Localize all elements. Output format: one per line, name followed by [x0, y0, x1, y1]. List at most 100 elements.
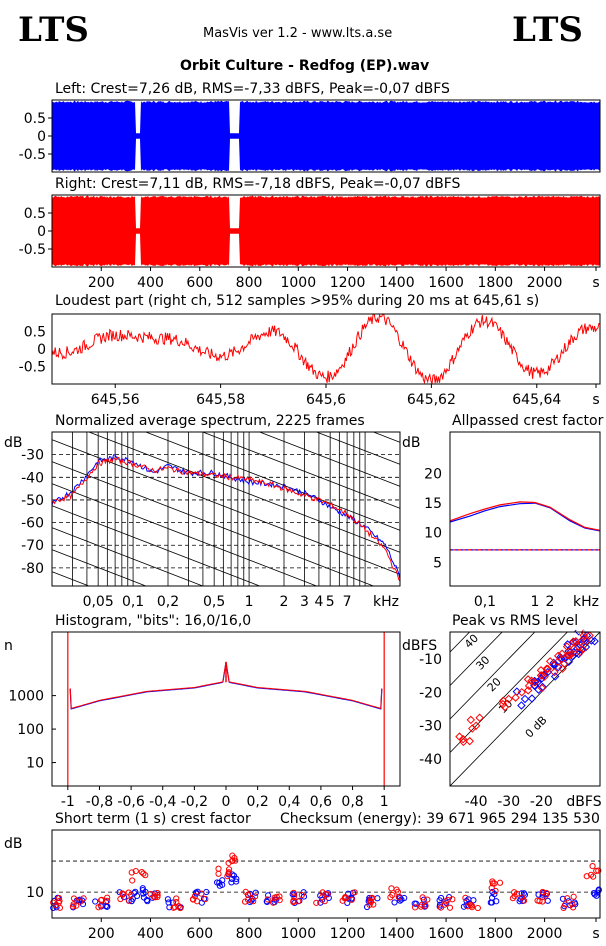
spectrum-ytick-label: -70: [21, 538, 44, 554]
loudest-xtick-label: 645,56: [91, 392, 140, 408]
right-wave-ytick-label: -0.5: [19, 242, 46, 258]
short-crest-right-point: [140, 870, 147, 877]
short-crest-left-point: [493, 898, 500, 905]
short-crest-right-point: [104, 894, 111, 901]
short-crest-xtick-label: 600: [186, 926, 213, 942]
allpass-left-series: [449, 502, 601, 532]
short-crest-right-point: [125, 889, 132, 896]
short-crest-right-point: [138, 868, 145, 876]
histogram-ytick-label: 1000: [8, 689, 44, 705]
peak-rms-right-point: [527, 676, 536, 686]
short-crest-left-point: [565, 898, 572, 905]
short-crest-right-point: [232, 857, 239, 864]
peak-rms-right-point: [511, 693, 520, 702]
short-crest-right-point: [437, 904, 445, 911]
peak-rms-right-point: [568, 637, 578, 647]
peak-rms-diag-label: 20: [485, 675, 504, 694]
spectrum-xtick-label: 0,2: [157, 594, 179, 610]
histogram-xtick-label: 0,2: [247, 794, 269, 810]
histogram-ytick-label: 10: [26, 756, 44, 772]
peak-rms-left-point: [517, 701, 526, 710]
right-wave-xtick-label: 1200: [330, 275, 366, 291]
spectrum-xtick-label: kHz: [373, 594, 399, 610]
peak-rms-right-point: [530, 677, 540, 687]
short-crest-right-point: [446, 904, 454, 911]
short-crest-right-point: [419, 894, 426, 901]
short-crest-left-point: [491, 890, 498, 898]
short-crest-right-point: [464, 903, 472, 910]
peak-rms-left-point: [581, 642, 591, 652]
spectrum-slope-line: [52, 549, 147, 586]
peak-rms-xtick-label: -30: [497, 794, 520, 810]
short-crest-ytick-label: 10: [26, 885, 44, 901]
short-crest-right-point: [119, 891, 126, 898]
peak-rms-diag-label: 30: [473, 653, 492, 672]
peak-rms-right-point: [499, 696, 508, 706]
spectrum-right-series: [51, 456, 401, 582]
peak-rms-right-point: [562, 642, 572, 651]
short-crest-right-point: [492, 887, 499, 895]
short-crest-right-point: [190, 896, 197, 903]
short-crest-right-point: [351, 889, 358, 896]
histogram-ylabel: n: [4, 638, 13, 654]
peak-rms-left-point: [563, 640, 572, 649]
short-crest-left-point: [133, 892, 141, 900]
peak-rms-ytick-label: -40: [419, 752, 442, 768]
histogram-xtick-label: -1: [61, 794, 75, 810]
spectrum-frame: [51, 431, 401, 587]
spectrum-ytick-label: -80: [21, 561, 44, 577]
short-crest-label: Short term (1 s) crest factor: [55, 811, 251, 827]
short-crest-frame: [51, 829, 601, 919]
peak-rms-right-point: [550, 667, 559, 677]
short-crest-left-point: [463, 897, 470, 905]
short-crest-xtick-label: 400: [137, 926, 164, 942]
short-crest-right-point: [50, 899, 57, 906]
loudest-xtick-label: s: [592, 392, 599, 408]
spectrum-ytick-label: -50: [21, 493, 44, 509]
right-wave-xtick-label: 1600: [428, 275, 464, 291]
short-crest-right-point: [70, 901, 77, 908]
spectrum-xtick-label: 0,05: [83, 594, 114, 610]
short-crest-right-point: [77, 898, 84, 905]
peak-rms-right-point: [517, 688, 526, 697]
spectrum-slope-line: [52, 505, 261, 586]
loudest-frame: [51, 313, 601, 385]
peak-rms-right-point: [466, 715, 476, 725]
right-wave-xtick-label: s: [592, 275, 599, 291]
right-wave-xtick-label: 1000: [280, 275, 316, 291]
right-wave-waveform: [52, 195, 600, 267]
checksum-label: Checksum (energy): 39 671 965 294 135 53…: [280, 811, 600, 827]
short-crest-right-point: [56, 904, 64, 911]
peak-rms-right-point: [543, 664, 553, 674]
histogram-xtick-label: -0,6: [117, 794, 144, 810]
short-crest-right-point: [264, 896, 271, 903]
peak-rms-right-point: [537, 683, 547, 693]
short-crest-right-point: [319, 889, 326, 896]
short-crest-right-point: [154, 893, 161, 901]
spectrum-xtick-label: 4: [314, 594, 323, 610]
spectrum-slope-line: [144, 432, 400, 531]
short-crest-right-point: [55, 894, 63, 902]
short-crest-right-point: [202, 895, 209, 903]
short-crest-left-point: [252, 889, 259, 896]
short-crest-right-point: [290, 889, 297, 896]
peak-rms-right-point: [465, 736, 474, 746]
right-wave-xtick-label: 2000: [527, 275, 563, 291]
peak-rms-right-point: [582, 637, 591, 646]
short-crest-right-point: [496, 879, 504, 886]
short-crest-right-point: [215, 865, 222, 872]
short-crest-left-point: [92, 898, 99, 905]
short-crest-right-point: [298, 891, 306, 899]
short-crest-right-point: [125, 897, 133, 904]
short-crest-right-point: [462, 894, 469, 901]
histogram-frame: [51, 631, 401, 787]
allpass-label: Allpassed crest factor: [452, 413, 604, 429]
allpass-ytick-label: 5: [433, 555, 442, 571]
peak-rms-diagonal: [450, 632, 536, 720]
short-crest-xtick-label: 800: [236, 926, 263, 942]
short-crest-right-point: [290, 897, 297, 904]
histogram-xtick-label: 0,6: [310, 794, 332, 810]
loudest-ytick-label: -0.5: [19, 360, 46, 376]
short-crest-right-point: [56, 897, 63, 905]
allpass-ytick-label: 15: [424, 496, 442, 512]
